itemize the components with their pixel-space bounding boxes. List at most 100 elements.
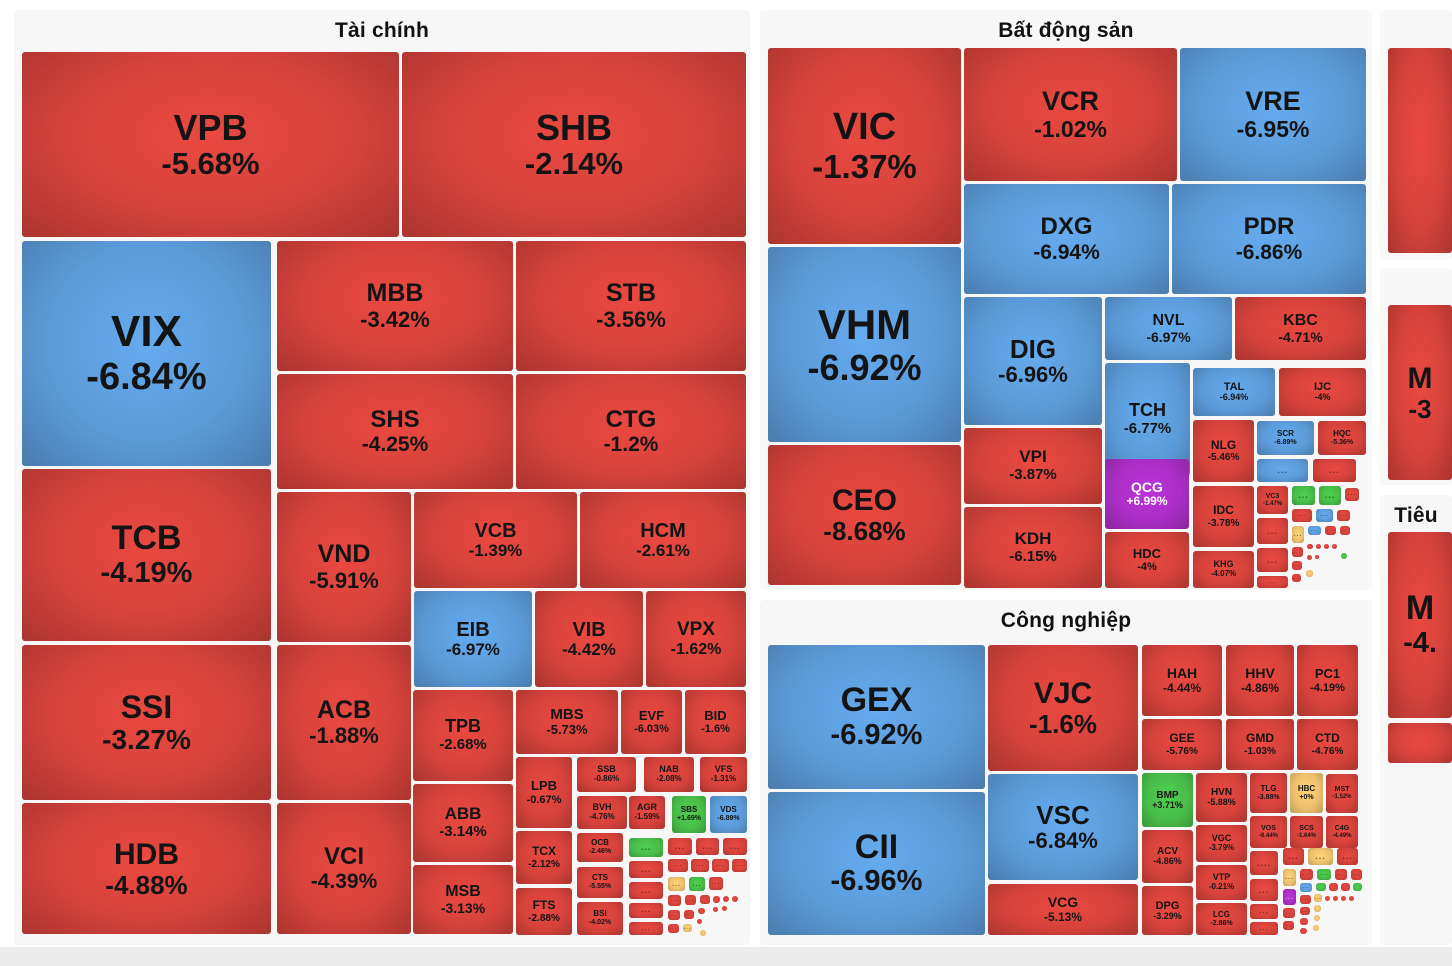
tile-micro[interactable]: ... [1313, 459, 1356, 482]
tile-C4G[interactable]: C4G -4.49% [1326, 816, 1358, 848]
tile-VPB[interactable]: VPB -5.68% [22, 52, 399, 237]
tile-TCB[interactable]: TCB -4.19% [22, 469, 271, 641]
tile-micro[interactable] [698, 908, 705, 914]
tile-TLG[interactable]: TLG -3.88% [1250, 773, 1287, 813]
tile-micro[interactable]: ... [1250, 922, 1278, 935]
tile-BVH[interactable]: BVH -4.76% [577, 796, 627, 829]
tile-VJC[interactable]: VJC -1.6% [988, 645, 1138, 771]
tile-SHS[interactable]: SHS -4.25% [277, 374, 513, 489]
tile-SCS[interactable]: SCS -1.64% [1290, 816, 1323, 848]
tile-MBS[interactable]: MBS -5.73% [516, 690, 618, 754]
tile-micro[interactable] [1388, 723, 1452, 763]
tile-VCB[interactable]: VCB -1.39% [414, 492, 577, 588]
tile-CTS[interactable]: CTS -5.55% [577, 867, 623, 898]
tile-micro[interactable]: ... [1283, 869, 1296, 886]
tile-micro[interactable]: ... [1317, 869, 1331, 880]
tile-micro[interactable]: ... [732, 859, 747, 872]
tile-CEO[interactable]: CEO -8.68% [768, 445, 961, 585]
tile-micro[interactable] [1313, 925, 1319, 931]
tile-HVN[interactable]: HVN -5.88% [1196, 773, 1247, 822]
tile-micro[interactable]: ... [668, 838, 692, 855]
tile-CII[interactable]: CII -6.96% [768, 792, 985, 935]
tile-micro[interactable]: ... [1340, 526, 1350, 535]
tile-VCI[interactable]: VCI -4.39% [277, 803, 411, 934]
tile-micro[interactable] [1341, 883, 1350, 891]
tile-HDB[interactable]: HDB -4.88% [22, 803, 271, 934]
tile-micro[interactable]: ... [1283, 908, 1295, 918]
tile-M[interactable]: M -3 [1388, 305, 1452, 480]
tile-micro[interactable]: ... [1257, 518, 1288, 544]
tile-VC3[interactable]: VC3 -1.47% [1257, 486, 1288, 514]
tile-micro[interactable]: ... [668, 910, 680, 920]
tile-micro[interactable]: ... [1300, 869, 1313, 880]
tile-SHB[interactable]: SHB -2.14% [402, 52, 746, 237]
tile-micro[interactable] [723, 896, 729, 902]
tile-micro[interactable] [722, 906, 727, 911]
tile-micro[interactable] [1315, 555, 1319, 559]
tile-micro[interactable]: ... [709, 877, 723, 890]
tile-LPB[interactable]: LPB -0.67% [516, 757, 572, 828]
tile-ABB[interactable]: ABB -3.14% [413, 784, 513, 862]
tile-micro[interactable]: ... [1292, 561, 1302, 570]
tile-NLG[interactable]: NLG -5.46% [1193, 420, 1254, 482]
tile-micro[interactable]: ... [1308, 526, 1321, 535]
tile-micro[interactable]: ... [1292, 547, 1303, 557]
tile-micro[interactable]: ... [684, 910, 694, 919]
tile-micro[interactable] [1349, 896, 1354, 901]
tile-IDC[interactable]: IDC -3.78% [1193, 486, 1254, 547]
tile-micro[interactable]: ... [1308, 848, 1333, 865]
tile-micro[interactable]: ... [1257, 548, 1288, 572]
tile-micro[interactable]: ... [1345, 488, 1359, 501]
tile-KBC[interactable]: KBC -4.71% [1235, 297, 1366, 360]
tile-CTD[interactable]: CTD -4.76% [1297, 719, 1358, 770]
tile-micro[interactable]: ... [668, 895, 681, 906]
tile-VOS[interactable]: VOS -6.44% [1250, 816, 1287, 848]
tile-micro[interactable]: ... [629, 838, 663, 857]
tile-micro[interactable]: ... [1337, 848, 1358, 865]
tile-ACV[interactable]: ACV -4.86% [1142, 830, 1193, 883]
tile-micro[interactable] [1307, 555, 1312, 560]
tile-TPB[interactable]: TPB -2.68% [413, 690, 513, 781]
tile-micro[interactable]: ... [668, 877, 685, 891]
tile-micro[interactable]: ... [1257, 576, 1288, 588]
tile-micro[interactable]: ... [1316, 509, 1333, 522]
tile-HAH[interactable]: HAH -4.44% [1142, 645, 1222, 716]
tile-micro[interactable] [1329, 883, 1338, 891]
tile-OCB[interactable]: OCB -2.46% [577, 833, 623, 862]
tile-MSB[interactable]: MSB -3.13% [413, 865, 513, 934]
tile-IJC[interactable]: IJC -4% [1279, 368, 1366, 416]
tile-micro[interactable] [1333, 896, 1338, 901]
tile-QCG[interactable]: QCG +6.99% [1105, 459, 1189, 529]
tile-VSC[interactable]: VSC -6.84% [988, 774, 1138, 880]
tile-micro[interactable]: ... [712, 859, 729, 872]
tile-micro[interactable] [700, 895, 710, 904]
tile-NVL[interactable]: NVL -6.97% [1105, 297, 1232, 360]
tile-micro[interactable]: ... [629, 903, 663, 918]
tile-STB[interactable]: STB -3.56% [516, 241, 746, 371]
tile-micro[interactable]: .... [1250, 851, 1278, 875]
tile-VGC[interactable]: VGC -3.79% [1196, 825, 1247, 862]
tile-HHV[interactable]: HHV -4.86% [1226, 645, 1294, 716]
tile-HBC[interactable]: HBC +0% [1290, 773, 1323, 813]
tile-micro[interactable] [1306, 570, 1313, 577]
tile-micro[interactable]: ... [1337, 510, 1350, 521]
tile-MST[interactable]: MST -1.52% [1326, 774, 1358, 813]
tile-AGR[interactable]: AGR -1.59% [629, 796, 665, 829]
tile-micro[interactable]: ... [691, 859, 709, 872]
tile-HQC[interactable]: HQC -5.36% [1318, 421, 1366, 455]
tile-micro[interactable] [700, 930, 706, 936]
tile-micro[interactable]: ... [1292, 509, 1312, 522]
tile-VND[interactable]: VND -5.91% [277, 492, 411, 642]
tile-micro[interactable] [713, 896, 720, 903]
tile-micro[interactable]: ... [1314, 894, 1322, 902]
tile-VCG[interactable]: VCG -5.13% [988, 884, 1138, 935]
tile-TCH[interactable]: TCH -6.77% [1105, 363, 1190, 476]
tile-micro[interactable]: ... [1319, 486, 1341, 505]
tile-EVF[interactable]: EVF -6.03% [621, 690, 682, 754]
tile-SSI[interactable]: SSI -3.27% [22, 645, 271, 800]
tile-micro[interactable] [1314, 915, 1320, 921]
tile-micro[interactable] [1316, 883, 1326, 891]
tile-EIB[interactable]: EIB -6.97% [414, 591, 532, 687]
tile-PC1[interactable]: PC1 -4.19% [1297, 645, 1358, 716]
tile-micro[interactable]: ... [629, 922, 663, 935]
